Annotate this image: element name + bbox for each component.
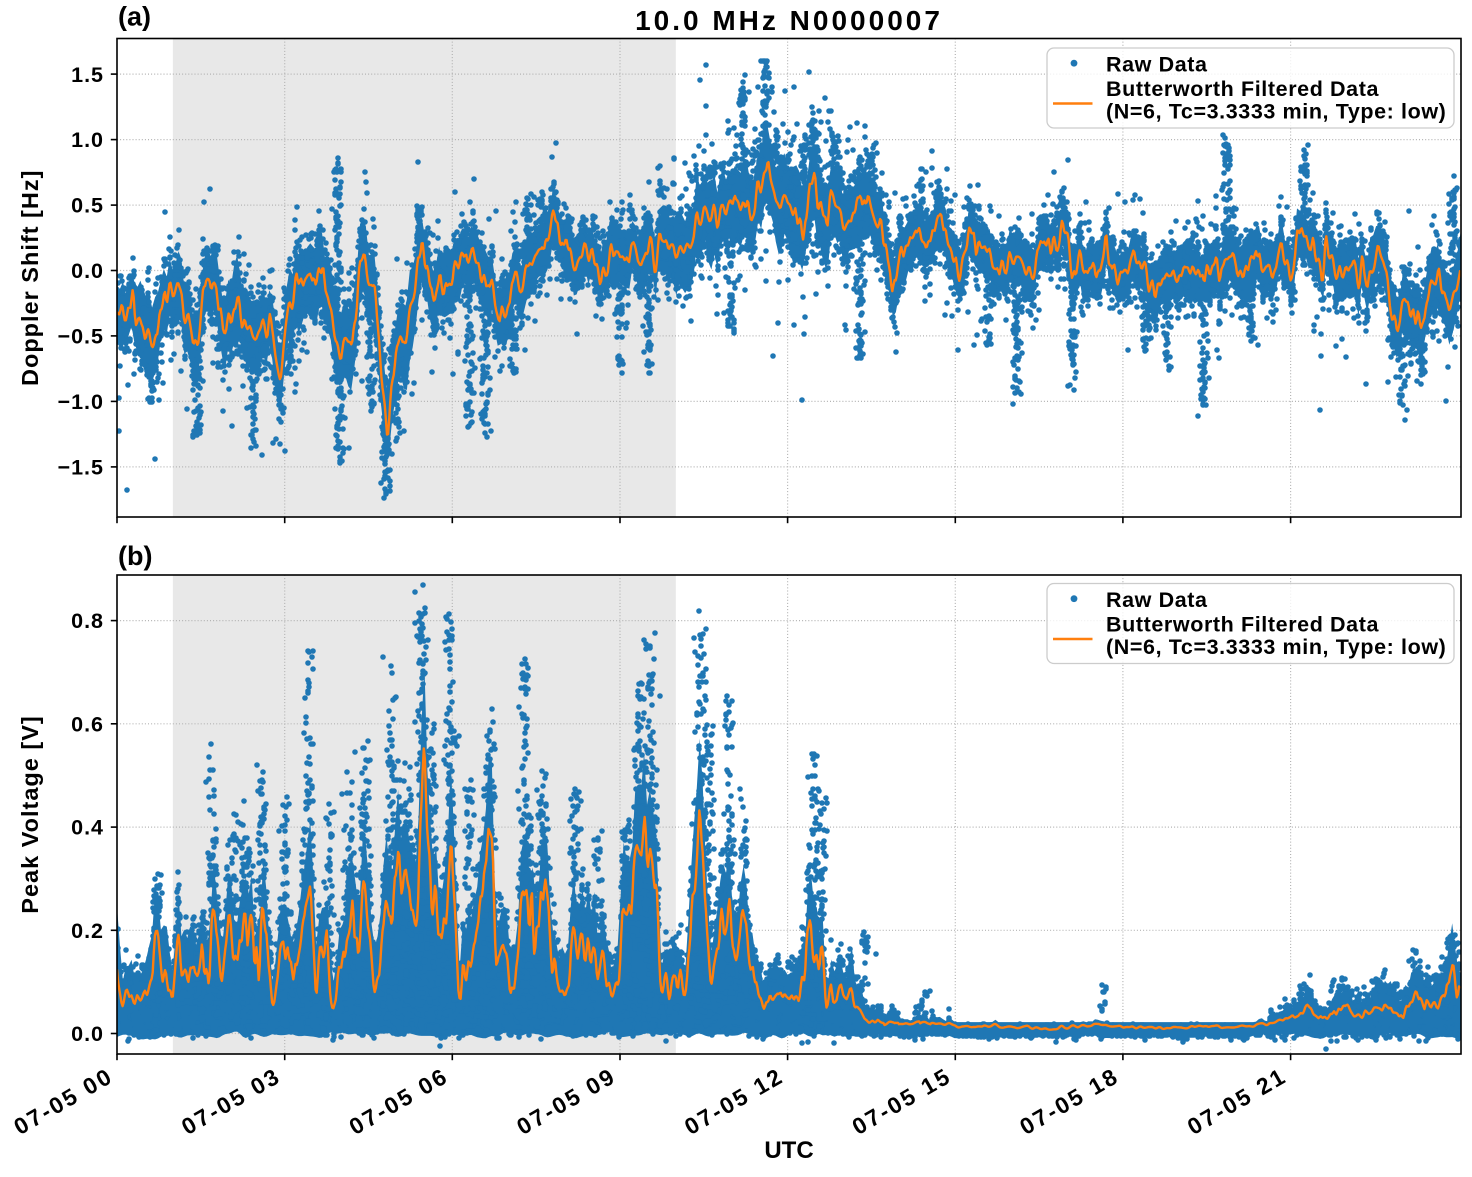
svg-text:0.0: 0.0	[71, 259, 104, 283]
svg-text:UTC: UTC	[764, 1137, 813, 1164]
svg-text:−1.5: −1.5	[58, 455, 104, 479]
svg-text:0.2: 0.2	[71, 919, 104, 943]
svg-text:Raw Data: Raw Data	[1106, 53, 1208, 77]
svg-text:Butterworth Filtered Data: Butterworth Filtered Data	[1106, 613, 1379, 637]
svg-text:0.5: 0.5	[71, 194, 104, 218]
svg-text:Doppler Shift [Hz]: Doppler Shift [Hz]	[17, 170, 43, 386]
svg-text:(a): (a)	[118, 2, 151, 32]
svg-text:0.8: 0.8	[71, 609, 104, 633]
svg-text:0.0: 0.0	[71, 1022, 104, 1046]
svg-text:10.0 MHz N0000007: 10.0 MHz N0000007	[635, 5, 943, 36]
svg-text:0.6: 0.6	[71, 712, 104, 736]
svg-text:(N=6, Tc=3.3333 min, Type: low: (N=6, Tc=3.3333 min, Type: low)	[1106, 100, 1446, 124]
svg-text:Peak Voltage [V]: Peak Voltage [V]	[17, 715, 43, 913]
svg-text:0.4: 0.4	[71, 816, 104, 840]
svg-text:(b): (b)	[118, 541, 152, 571]
svg-text:1.5: 1.5	[71, 63, 104, 87]
svg-text:1.0: 1.0	[71, 128, 104, 152]
svg-text:Raw Data: Raw Data	[1106, 588, 1208, 612]
svg-text:Butterworth Filtered Data: Butterworth Filtered Data	[1106, 77, 1379, 101]
svg-text:−0.5: −0.5	[58, 325, 104, 349]
svg-text:(N=6, Tc=3.3333 min, Type: low: (N=6, Tc=3.3333 min, Type: low)	[1106, 635, 1446, 659]
svg-text:−1.0: −1.0	[58, 390, 104, 414]
